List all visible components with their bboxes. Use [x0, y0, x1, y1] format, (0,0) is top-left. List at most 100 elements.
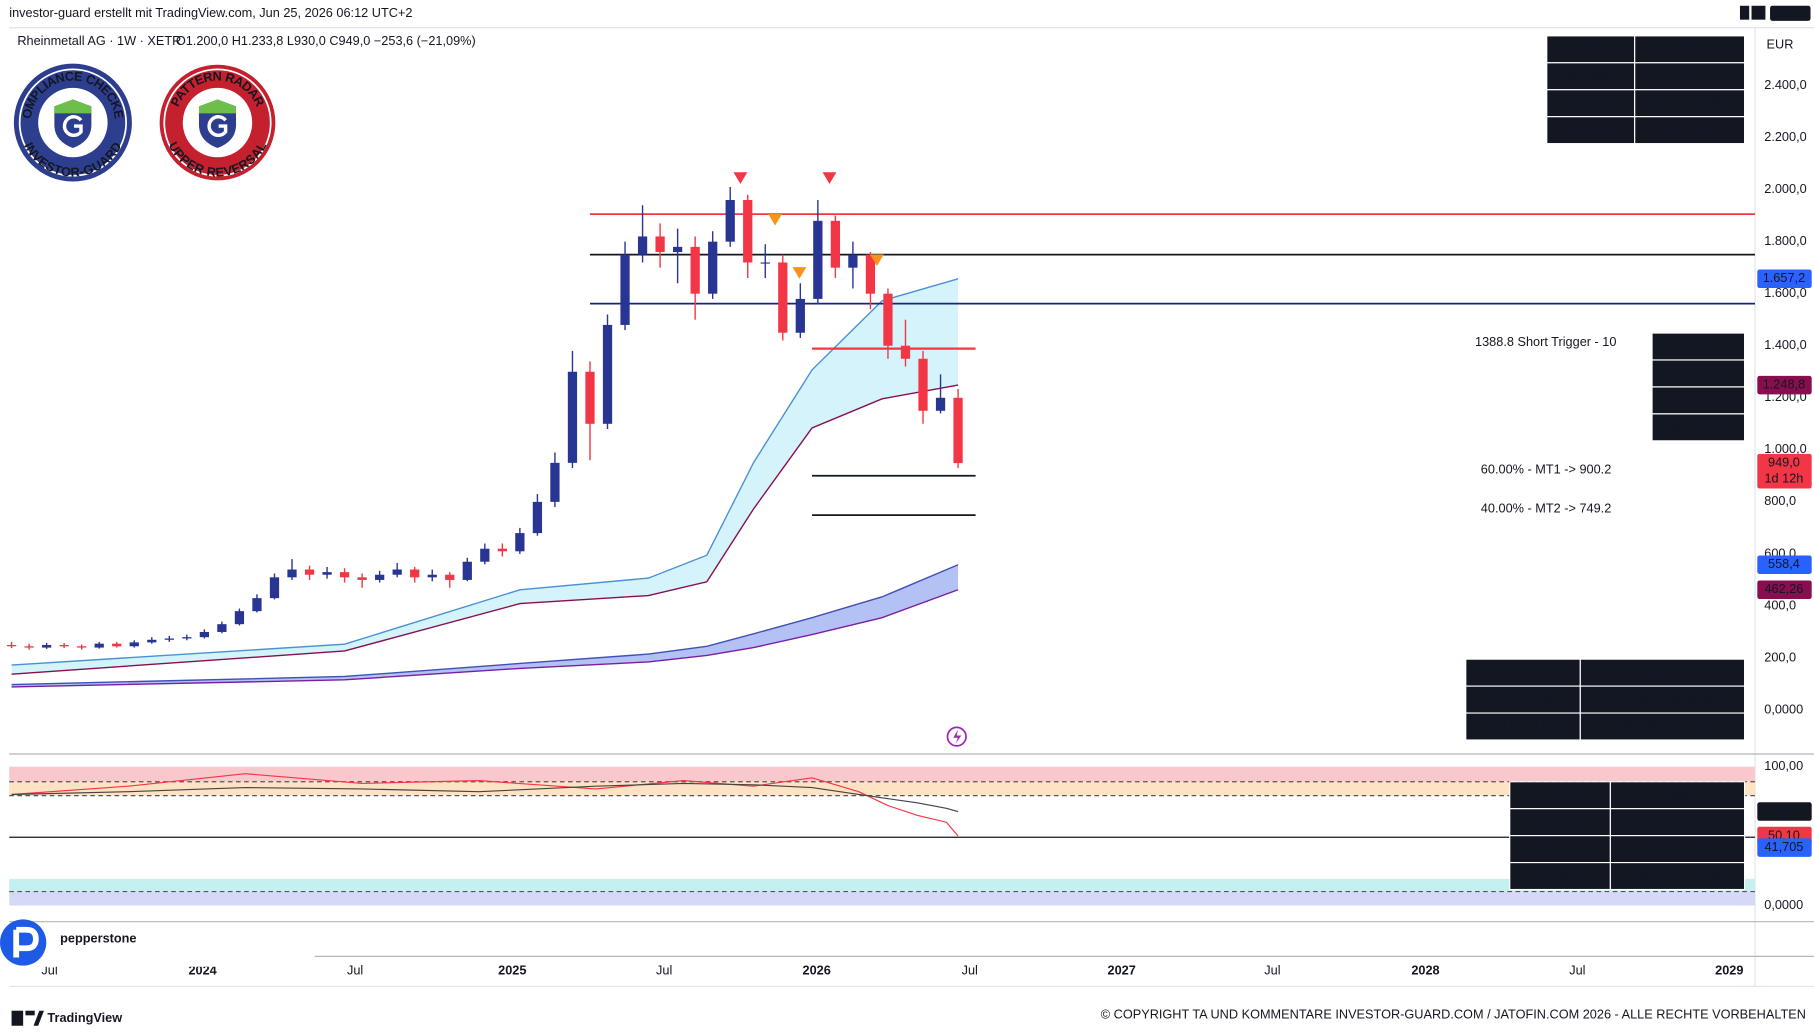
overbought-zone	[9, 781, 1755, 796]
price-tag	[1757, 453, 1812, 489]
band-lower-line	[11, 589, 959, 688]
band-upper-line	[11, 278, 959, 666]
candle-body	[375, 574, 385, 580]
table-text: Short Entry (confirmed)	[1597, 691, 1728, 706]
candle-body	[690, 246, 700, 294]
candle-body	[59, 644, 69, 647]
candle-body	[234, 611, 245, 625]
candle-body	[147, 639, 157, 643]
table-cell	[1634, 35, 1746, 64]
table-cell	[1509, 808, 1611, 837]
price-tag	[1757, 269, 1812, 289]
y-tick-label: 1.800,0	[1764, 233, 1806, 248]
candle-body	[24, 646, 34, 648]
tv-pro-logo: PRO	[1739, 5, 1811, 21]
candle-body	[725, 200, 735, 242]
annotation: 40.00% - MT2 -> 749.2	[1481, 501, 1611, 516]
table-text: ↓ Falling	[1654, 787, 1701, 802]
y-tick-label: 1.400,0	[1764, 337, 1806, 352]
copyright: © COPYRIGHT TA UND KOMMENTARE INVESTOR-G…	[1101, 1007, 1806, 1022]
price-tag	[1757, 580, 1812, 600]
x-tick-label: Jul	[962, 963, 978, 978]
candle-body	[830, 220, 841, 268]
table-text: ↓ 67.69 (-2.77%)	[1630, 867, 1724, 882]
candle-body	[813, 220, 823, 299]
candle-body	[182, 637, 192, 639]
x-tick-label: 2029	[1715, 963, 1743, 978]
oscillator-line	[11, 782, 959, 813]
candle-body	[550, 462, 560, 502]
pro-label: PRO	[1776, 5, 1804, 20]
candle-body	[322, 572, 332, 575]
candle-body	[497, 548, 507, 552]
price-tag-label: 949,0	[1768, 454, 1800, 469]
candle-body	[637, 236, 648, 255]
candle-body	[445, 574, 455, 580]
x-tick-label: 2026	[803, 963, 831, 978]
table-text: Vah > 1905.8	[1661, 392, 1736, 407]
countdown: 1d 12h	[1764, 471, 1803, 486]
y-tick-label: 200,0	[1764, 649, 1796, 664]
price-tag-label: 1.657,2	[1763, 270, 1805, 285]
candle-body	[532, 501, 543, 534]
table-text: Entry (TG Logic)	[1476, 718, 1569, 733]
price-tag	[1757, 375, 1812, 395]
symbol: Rheinmetall AG · 1W · XETR	[17, 33, 181, 48]
osc-tick-label: 0,0000	[1764, 897, 1803, 912]
candle-body	[339, 572, 350, 578]
candle-body	[129, 642, 139, 647]
y-tick-label: 400,0	[1764, 597, 1796, 612]
x-tick-label: 2028	[1411, 963, 1439, 978]
x-tick-label: 2025	[498, 963, 526, 978]
ohlc: O1.200,0 H1.233,8 L930,0 C949,0 −253,6 (…	[176, 33, 476, 48]
credit: investor-guard erstellt mit TradingView.…	[9, 5, 412, 20]
table-text: Val > 1561.8	[1663, 419, 1734, 434]
table-cell	[1579, 685, 1746, 714]
table-text: 1388.8 @ (31.67% )	[1605, 718, 1719, 733]
table-text: steadily decreasing	[1623, 840, 1732, 855]
y-tick-label: 2.400,0	[1764, 77, 1806, 92]
table-cell	[1546, 35, 1636, 64]
candle-body	[287, 569, 297, 578]
event-icon	[946, 726, 967, 747]
y-tick-label: 0,0000	[1764, 701, 1803, 716]
y-tick-label: 1.000,0	[1764, 441, 1806, 456]
tv-logo: TradingView	[11, 1010, 122, 1026]
platform-name: TradingView	[47, 1010, 122, 1025]
badge: PATTERN RADAR UPPER REVERSAL	[159, 64, 276, 181]
table-text: TS Flow	[1537, 814, 1584, 829]
oversold-zone	[9, 878, 1755, 892]
candle-body	[900, 345, 911, 359]
table-cell	[1634, 116, 1746, 145]
table-text: 1486.4	[1670, 41, 1709, 56]
candle-body	[655, 236, 665, 253]
candle-body	[848, 254, 858, 268]
band-lower-line	[11, 384, 959, 675]
candle-body	[567, 371, 578, 463]
table-text: TS Momentum	[1518, 840, 1601, 855]
broker-name: pepperstone	[60, 930, 136, 945]
candle-body	[77, 646, 87, 648]
candle-body	[6, 644, 17, 647]
osc-tag	[1757, 802, 1812, 821]
candle-body	[199, 631, 210, 638]
candle-body	[585, 371, 595, 424]
candle-body	[480, 548, 490, 562]
price-tag-label: 558,4	[1768, 556, 1800, 571]
table-text: Trend-Guard	[1487, 691, 1559, 706]
candle-body	[795, 298, 805, 333]
table-text: robustly decreasing	[1622, 814, 1732, 829]
candle-body	[918, 358, 928, 411]
table-cell	[1634, 89, 1746, 118]
candle-body	[252, 598, 262, 612]
band-fill	[11, 278, 959, 675]
annotation: 60.00% - MT1 -> 900.2	[1481, 461, 1611, 476]
osc-tag-label: 67,69	[1768, 803, 1800, 818]
candle-body	[462, 561, 472, 580]
y-tick-label: 2.000,0	[1764, 181, 1806, 196]
candle-body	[94, 643, 104, 648]
band-upper-line	[11, 564, 959, 686]
candle-body	[304, 569, 315, 575]
x-tick-label: 2027	[1108, 963, 1136, 978]
pattern-markers	[733, 172, 884, 279]
